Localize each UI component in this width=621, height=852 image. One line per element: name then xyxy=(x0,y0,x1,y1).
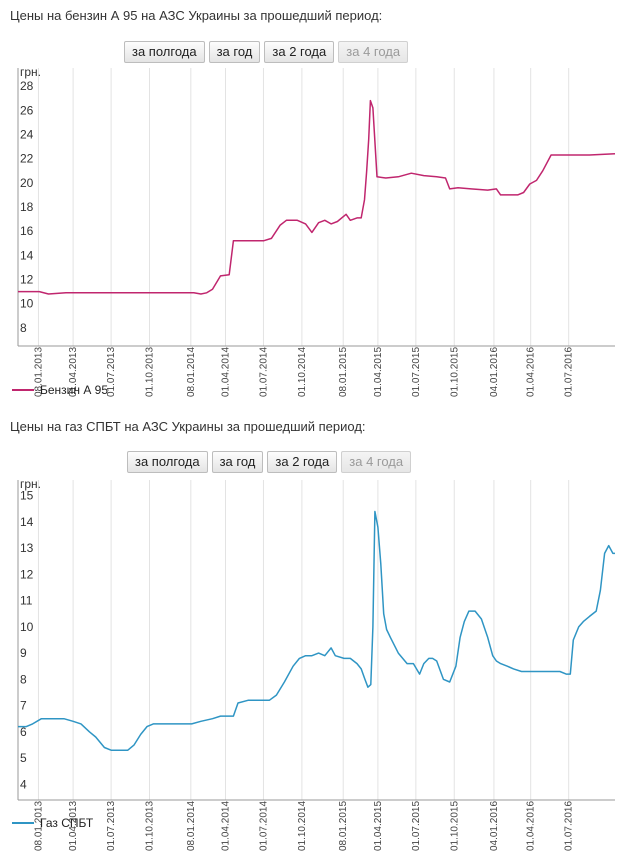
x-tick-label: 01.10.2014 xyxy=(297,801,308,851)
chart-title: Цены на газ СПБТ на АЗС Украины за проше… xyxy=(10,419,366,434)
y-tick-label: 9 xyxy=(20,646,27,660)
x-tick-label: 08.01.2014 xyxy=(186,347,197,397)
year-button[interactable]: за год xyxy=(211,451,264,473)
x-tick-label: 01.07.2014 xyxy=(258,347,269,397)
chart-title: Цены на бензин А 95 на АЗС Украины за пр… xyxy=(10,8,383,23)
y-tick-label: 8 xyxy=(20,672,27,686)
y-tick-label: 8 xyxy=(20,321,27,335)
legend-line-swatch xyxy=(12,822,34,824)
petrol-price-chart: 08.01.2013 01.04.2013 01.07.2013 01.10.2013… xyxy=(17,65,616,397)
two-years-button[interactable]: за 2 года xyxy=(264,41,335,63)
x-tick-label: 04.01.2016 xyxy=(489,347,500,397)
x-tick-label: 08.01.2013 xyxy=(33,347,44,397)
petrol-chart-section: Цены на бензин А 95 на АЗС Украины за пр… xyxy=(0,0,621,410)
x-tick-label: 01.10.2013 xyxy=(145,347,156,397)
x-tick-label: 01.04.2015 xyxy=(373,347,384,397)
y-tick-label: 15 xyxy=(20,489,34,503)
half-year-button[interactable]: за полгода xyxy=(127,451,208,473)
legend[interactable]: Газ СПБТ xyxy=(12,816,93,830)
x-tick-label: 08.01.2013 xyxy=(33,801,44,851)
x-tick-label: 01.04.2016 xyxy=(526,347,537,397)
x-tick-label: 01.10.2013 xyxy=(145,801,156,851)
y-tick-label: 13 xyxy=(20,541,34,555)
x-tick-label: 01.04.2013 xyxy=(68,347,79,397)
four-years-button[interactable]: за 4 года xyxy=(341,451,412,473)
y-tick-label: 14 xyxy=(20,515,34,529)
x-tick-label: 01.04.2015 xyxy=(373,801,384,851)
x-tick-label: 01.07.2013 xyxy=(106,801,117,851)
y-tick-label: 10 xyxy=(20,620,34,634)
legend[interactable]: Бензин А 95 xyxy=(12,383,108,397)
y-unit-label: грн. xyxy=(20,65,41,79)
legend-label: Газ СПБТ xyxy=(40,816,94,830)
lpg-chart-section: Цены на газ СПБТ на АЗС Украины за проше… xyxy=(0,410,621,852)
y-tick-label: 12 xyxy=(20,567,34,581)
x-tick-label: 01.04.2014 xyxy=(220,347,231,397)
legend-label: Бензин А 95 xyxy=(40,383,109,397)
x-tick-label: 01.07.2015 xyxy=(411,801,422,851)
y-tick-label: 14 xyxy=(20,248,34,262)
half-year-button[interactable]: за полгода xyxy=(124,41,205,63)
x-tick-label: 08.01.2015 xyxy=(338,347,349,397)
x-tick-label: 01.10.2015 xyxy=(449,347,460,397)
x-tick-label: 01.10.2014 xyxy=(297,347,308,397)
y-tick-label: 11 xyxy=(20,594,33,608)
y-tick-label: 4 xyxy=(20,777,27,791)
x-tick-label: 01.04.2014 xyxy=(220,801,231,851)
y-tick-label: 12 xyxy=(20,273,34,287)
period-buttons: за полгода за год за 2 года за 4 года xyxy=(124,41,409,63)
legend-line-swatch xyxy=(12,389,34,391)
y-tick-label: 20 xyxy=(20,176,34,190)
y-tick-label: 7 xyxy=(20,699,27,713)
y-tick-label: 16 xyxy=(20,224,34,238)
lpg-price-chart: 08.01.2013 01.04.2013 01.07.2013 01.10.2013… xyxy=(17,477,615,851)
four-years-button[interactable]: за 4 года xyxy=(338,41,409,63)
y-tick-label: 5 xyxy=(20,751,27,765)
x-tick-label: 01.07.2015 xyxy=(411,347,422,397)
x-tick-label: 08.01.2014 xyxy=(186,801,197,851)
price-series-line[interactable] xyxy=(18,510,615,751)
x-tick-label: 01.07.2016 xyxy=(564,801,575,851)
x-tick-label: 01.07.2016 xyxy=(564,347,575,397)
x-tick-label: 01.07.2013 xyxy=(106,347,117,397)
x-tick-label: 04.01.2016 xyxy=(489,801,500,851)
x-tick-label: 08.01.2015 xyxy=(338,801,349,851)
x-tick-label: 01.07.2014 xyxy=(258,801,269,851)
two-years-button[interactable]: за 2 года xyxy=(267,451,338,473)
y-tick-label: 10 xyxy=(20,297,34,311)
y-tick-label: 26 xyxy=(20,103,34,117)
y-tick-label: 22 xyxy=(20,152,34,166)
y-unit-label: грн. xyxy=(20,477,41,491)
y-tick-label: 24 xyxy=(20,127,34,141)
y-tick-label: 6 xyxy=(20,725,27,739)
y-tick-label: 18 xyxy=(20,200,34,214)
x-tick-label: 01.04.2016 xyxy=(526,801,537,851)
price-series-line[interactable] xyxy=(18,99,616,295)
year-button[interactable]: за год xyxy=(208,41,261,63)
x-tick-label: 01.04.2013 xyxy=(68,801,79,851)
y-tick-label: 28 xyxy=(20,79,34,93)
x-tick-label: 01.10.2015 xyxy=(449,801,460,851)
period-buttons: за полгода за год за 2 года за 4 года xyxy=(127,451,412,473)
